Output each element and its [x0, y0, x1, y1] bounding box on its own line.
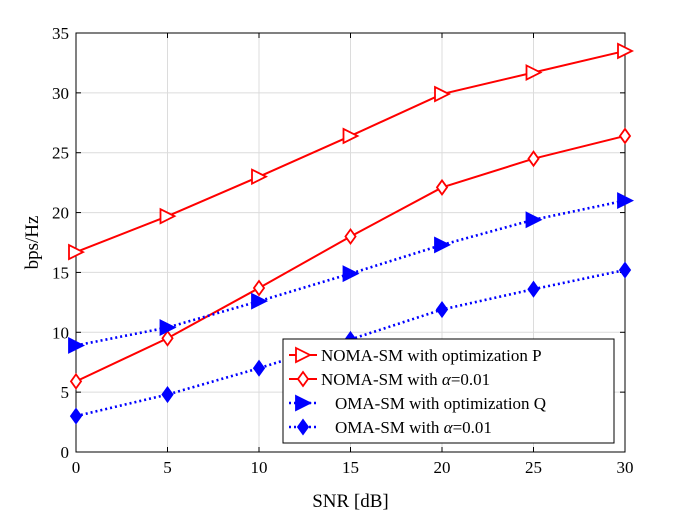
y-tick-label: 10	[52, 323, 69, 342]
data-point	[342, 127, 360, 145]
data-point	[617, 42, 635, 60]
y-tick-label: 35	[52, 24, 69, 43]
series-2	[69, 127, 632, 390]
x-tick-label: 10	[251, 458, 268, 477]
legend-marker	[296, 418, 310, 436]
y-tick-label: 5	[61, 383, 70, 402]
x-tick-label: 0	[72, 458, 81, 477]
data-point	[69, 407, 83, 425]
x-tick-label: 5	[163, 458, 172, 477]
y-tick-label: 20	[52, 204, 69, 223]
legend-box	[282, 338, 615, 444]
y-tick-label: 15	[52, 263, 69, 282]
data-point	[69, 372, 83, 390]
data-point	[435, 300, 449, 319]
data-point	[344, 227, 357, 246]
data-point	[527, 280, 540, 298]
data-point	[252, 279, 266, 297]
y-tick-label: 30	[52, 84, 69, 103]
data-point	[618, 127, 632, 145]
legend-marker	[295, 394, 313, 412]
data-point	[525, 64, 543, 81]
data-point	[159, 207, 177, 225]
data-point	[251, 292, 269, 310]
data-point	[159, 319, 177, 336]
data-point	[618, 261, 632, 279]
series-3	[68, 192, 635, 354]
x-tick-label: 30	[617, 458, 634, 477]
x-tick-label: 15	[342, 458, 359, 477]
data-point	[68, 336, 86, 354]
data-point	[434, 236, 452, 254]
legend-entry-label: OMA-SM with optimization Q	[335, 394, 546, 413]
legend-entry-label: NOMA-SM with α=0.01	[321, 370, 490, 389]
y-tick-label: 0	[61, 443, 70, 462]
data-point	[251, 168, 269, 186]
legend: NOMA-SM with optimization P NOMA-SM with …	[282, 338, 615, 444]
data-point	[434, 85, 452, 103]
legend-entry-label: NOMA-SM with optimization P	[321, 346, 542, 365]
data-point	[525, 211, 543, 229]
data-point	[342, 265, 360, 283]
data-point	[527, 150, 540, 168]
x-tick-label: 25	[525, 458, 542, 477]
data-point	[68, 243, 86, 261]
legend-marker	[295, 346, 313, 364]
data-point	[252, 359, 266, 377]
axis-ticks: 0 5 10 15 20 25 30 0 5 10 15 20 25 30 35	[52, 24, 634, 477]
data-point	[161, 385, 174, 404]
data-point	[161, 329, 174, 347]
x-axis-label: SNR [dB]	[312, 491, 389, 512]
legend-entry-label: OMA-SM with α=0.01	[335, 418, 492, 437]
legend-marker	[296, 370, 310, 388]
y-axis-label: bps/Hz	[22, 216, 43, 270]
data-point	[435, 178, 449, 196]
series-1	[68, 42, 635, 261]
x-tick-label: 20	[434, 458, 451, 477]
data-point	[617, 192, 635, 210]
y-tick-label: 25	[52, 144, 69, 163]
